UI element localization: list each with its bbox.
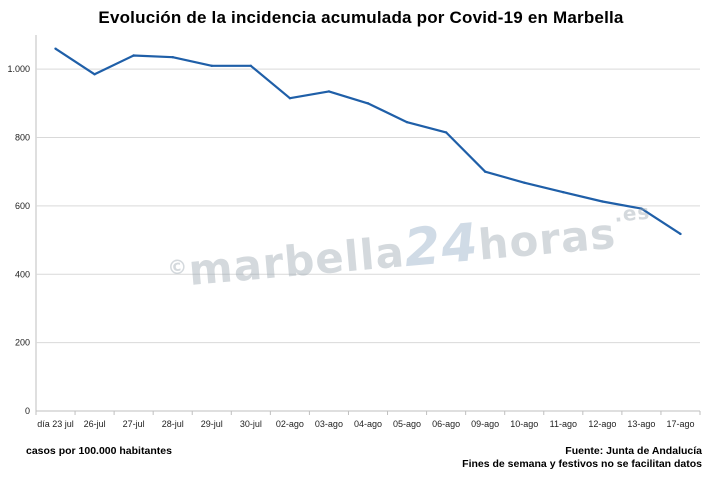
x-tick-label: 10-ago xyxy=(510,419,538,429)
x-tick-label: 02-ago xyxy=(276,419,304,429)
y-axis-ticks: 0 200 400 600 800 1.000 xyxy=(7,64,30,416)
source-note: Fuente: Junta de Andalucía Fines de sema… xyxy=(462,445,702,471)
grid-layer xyxy=(35,35,700,412)
data-point xyxy=(601,200,604,203)
x-tick-label: 06-ago xyxy=(432,419,460,429)
x-tick-label: 05-ago xyxy=(393,419,421,429)
x-tick-label: 28-jul xyxy=(162,419,184,429)
x-tick-label: 26-jul xyxy=(84,419,106,429)
x-tick-label: 29-jul xyxy=(201,419,223,429)
data-point xyxy=(54,47,57,50)
x-tick-label: 13-ago xyxy=(627,419,655,429)
y-tick-label: 200 xyxy=(15,338,30,348)
x-axis-ticks: día 23 jul 26-jul 27-jul 28-jul 29-jul 30-jul… xyxy=(35,411,701,429)
source-text: Fuente: Junta de Andalucía xyxy=(565,445,702,457)
data-point xyxy=(171,56,174,59)
data-point xyxy=(210,64,213,67)
x-tick-label: día 23 jul xyxy=(37,419,74,429)
x-tick-label: 04-ago xyxy=(354,419,382,429)
data-point xyxy=(483,170,487,173)
data-point xyxy=(93,73,96,76)
data-point xyxy=(640,207,643,210)
data-point xyxy=(288,97,292,100)
x-tick-label: 17-ago xyxy=(666,419,694,429)
x-tick-label: 09-ago xyxy=(471,419,499,429)
y-tick-label: 400 xyxy=(15,269,30,279)
y-tick-label: 0 xyxy=(25,406,30,416)
data-point xyxy=(366,102,370,105)
y-tick-label: 800 xyxy=(15,133,30,143)
data-point xyxy=(405,120,409,124)
data-point xyxy=(562,191,565,194)
data-point xyxy=(523,181,526,184)
x-tick-label: 11-ago xyxy=(550,419,577,429)
y-tick-label: 600 xyxy=(15,201,30,211)
data-point xyxy=(249,64,253,67)
data-point xyxy=(327,90,331,93)
data-point xyxy=(132,54,135,57)
y-tick-label: 1.000 xyxy=(7,64,30,74)
chart-title: Evolución de la incidencia acumulada por… xyxy=(98,8,624,27)
series-layer xyxy=(54,47,682,236)
disclaimer-text: Fines de semana y festivos no se facilit… xyxy=(462,458,702,470)
data-point xyxy=(679,232,682,236)
units-note: casos por 100.000 habitantes xyxy=(26,445,172,457)
data-point xyxy=(444,131,448,134)
x-tick-label: 30-jul xyxy=(240,419,262,429)
x-tick-label: 27-jul xyxy=(123,419,145,429)
x-tick-label: 03-ago xyxy=(315,419,343,429)
x-tick-label: 12-ago xyxy=(588,419,616,429)
